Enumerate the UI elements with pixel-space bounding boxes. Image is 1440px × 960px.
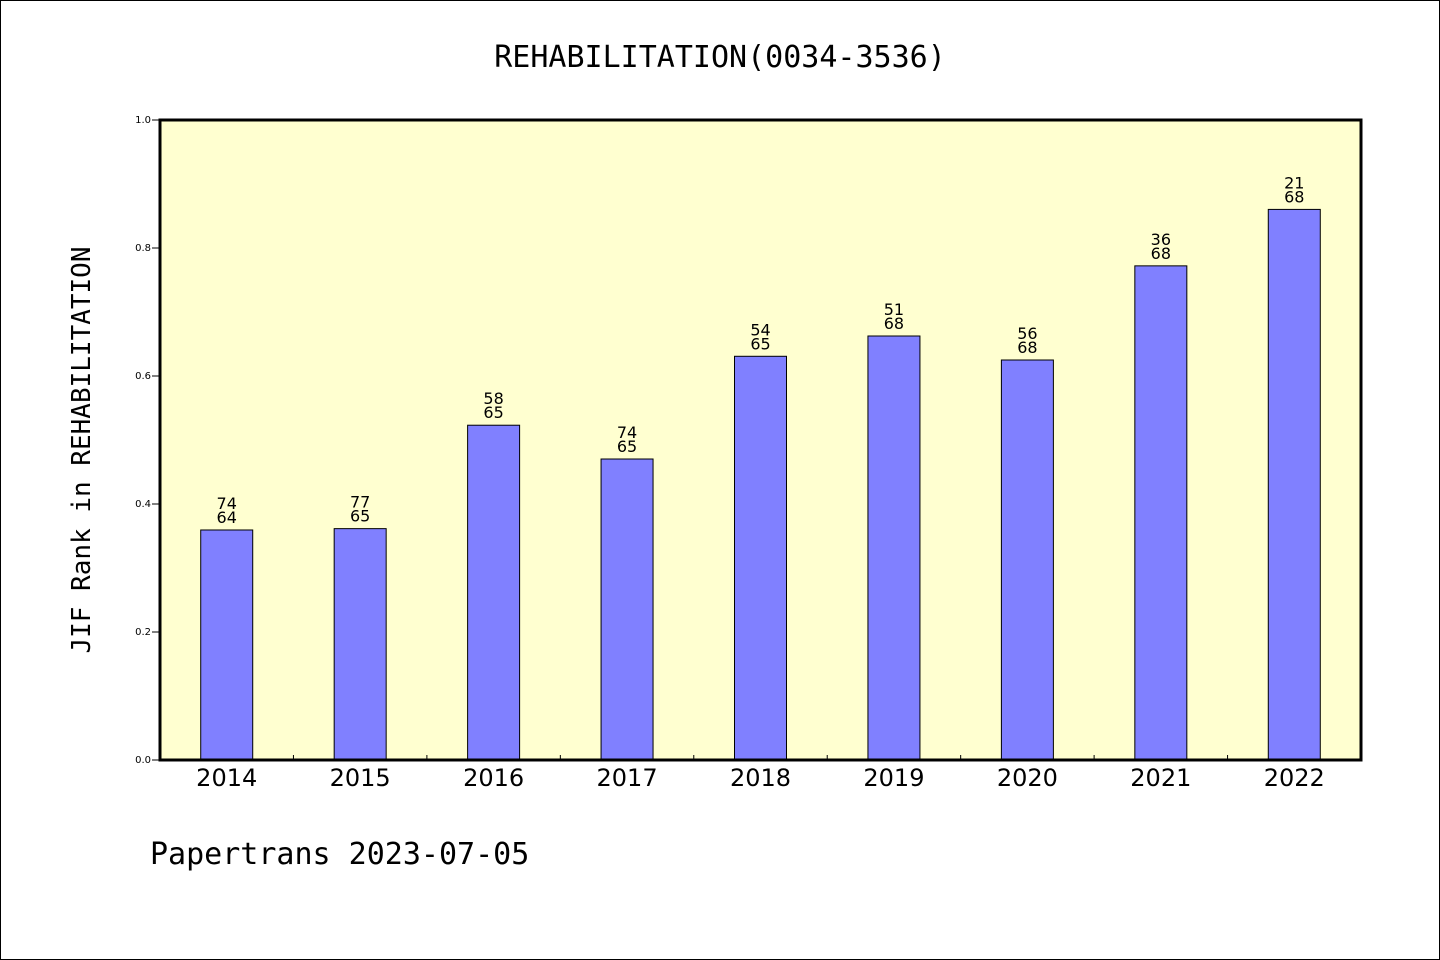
total-label-2020: 68 [1017, 338, 1037, 357]
total-label-2016: 65 [483, 403, 503, 422]
x-tick-label-2015: 2015 [330, 764, 391, 792]
x-tick-label-2016: 2016 [463, 764, 524, 792]
rank-label-2015: 77 [350, 493, 370, 512]
rank-label-2022: 21 [1284, 173, 1304, 192]
rank-label-2020: 56 [1017, 324, 1037, 343]
y-tick-label: 0.8 [135, 243, 151, 254]
y-tick-label: 1.0 [135, 115, 151, 126]
x-tick-label-2022: 2022 [1264, 764, 1325, 792]
total-label-2022: 68 [1284, 187, 1304, 206]
bar-2017 [600, 458, 654, 761]
x-tick-label-2017: 2017 [597, 764, 658, 792]
rank-label-2021: 36 [1151, 230, 1171, 249]
total-label-2019: 68 [884, 314, 904, 333]
bar-2014 [200, 529, 254, 761]
bar-2021 [1134, 265, 1188, 761]
x-tick-label-2014: 2014 [196, 764, 257, 792]
y-tick-label: 0.4 [135, 499, 151, 510]
rank-label-2018: 54 [750, 320, 770, 339]
rank-label-2016: 58 [483, 389, 503, 408]
total-label-2018: 65 [750, 334, 770, 353]
x-axis: 2014 2015 2016 2017 2018 2019 2020 2021 2022 [196, 755, 1325, 792]
rank-label-2017: 74 [617, 423, 637, 442]
bar-2020 [1000, 359, 1054, 761]
rank-label-2014: 74 [217, 494, 237, 513]
bar-2019 [867, 335, 921, 761]
x-tick-label-2020: 2020 [997, 764, 1058, 792]
total-label-2021: 68 [1151, 244, 1171, 263]
y-tick-label: 0.6 [135, 371, 151, 382]
plot-border [158, 118, 1363, 762]
chart-title: REHABILITATION(0034-3536) [494, 40, 946, 75]
x-tick-label-2021: 2021 [1130, 764, 1191, 792]
total-label-2014: 64 [217, 508, 237, 527]
bars-group [200, 208, 1321, 761]
y-tick-label: 0.2 [135, 627, 151, 638]
y-axis: 0.0 0.2 0.4 0.6 0.8 1.0 [135, 115, 160, 766]
bar-2016 [467, 424, 521, 761]
x-tick-label-2019: 2019 [863, 764, 924, 792]
bar-2022 [1267, 208, 1321, 761]
y-tick-label: 0.0 [135, 755, 151, 766]
bar-2018 [734, 355, 787, 761]
bar-2015 [333, 528, 387, 761]
total-label-2017: 65 [617, 437, 637, 456]
footer-text: Papertrans 2023-07-05 [150, 837, 529, 872]
x-tick-label-2018: 2018 [730, 764, 791, 792]
y-axis-label: JIF Rank in REHABILITATION [67, 247, 97, 654]
total-label-2015: 65 [350, 507, 370, 526]
rank-label-2019: 51 [884, 300, 904, 319]
